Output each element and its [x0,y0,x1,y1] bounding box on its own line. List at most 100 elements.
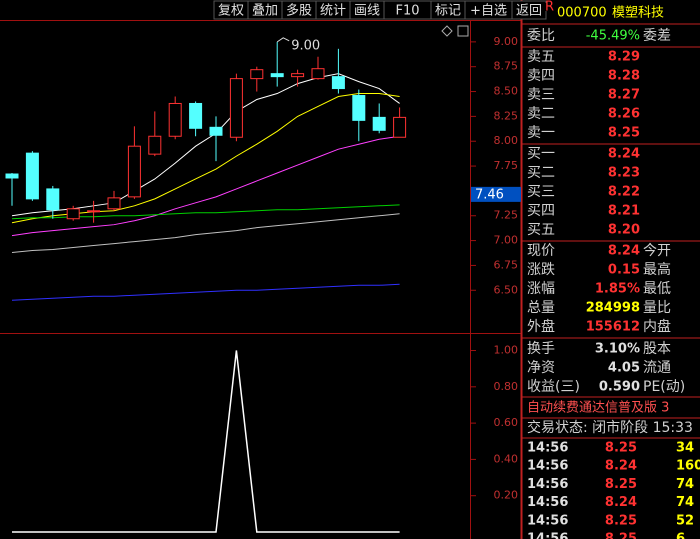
stats2-value: 3.10% [595,342,640,357]
toolbar-label[interactable]: 标记 [435,4,461,19]
stats-value: 155612 [586,320,640,335]
y-tick-label: 8.25 [494,109,519,122]
peak-label: 9.00 [291,38,320,53]
y-tick-label: 8.00 [494,134,519,147]
candle-body [372,116,386,131]
trade-price: 8.24 [605,495,637,510]
trade-price: 8.25 [605,513,637,528]
candle-body [331,76,345,90]
icon-diamond[interactable] [441,25,453,37]
notice: 自动续费通达信普及版 3 [527,401,669,416]
y-tick-label: 8.50 [494,85,519,98]
sell-value: 8.27 [608,88,640,103]
stats-label2: 内盘 [643,318,671,335]
sell-label: 卖一 [527,125,555,141]
y-tick-label: 7.00 [494,234,519,247]
y-tick-label: 6.50 [494,283,519,296]
sell-value: 8.29 [608,50,640,65]
buy-label: 买四 [527,203,555,219]
toolbar-label[interactable]: +自选 [470,4,507,19]
stats2-label2: 股本 [643,341,671,357]
moving-average [11,283,400,301]
buy-value: 8.20 [608,223,640,238]
ratio-label2: 委差 [643,28,671,44]
trade-price: 8.24 [605,459,637,474]
stats-value: 0.15 [608,263,640,278]
candle-body [189,102,203,129]
stats2-label2: PE(动) [643,379,685,395]
stats2-label: 收益(三) [527,379,580,395]
sell-label: 卖四 [527,68,555,84]
icon-box[interactable] [457,25,469,37]
ratio-value: -45.49% [586,29,640,44]
trade-volume: 74 [676,477,694,492]
marker: R [545,0,554,15]
sell-label: 卖三 [527,87,555,103]
peak-arrow [276,37,290,43]
candle-body [352,95,366,121]
price-tag [471,186,521,202]
stats2-value: 4.05 [608,361,640,376]
sell-value: 8.28 [608,69,640,84]
stock-name: 模塑科技 [612,6,664,21]
candle-body [311,68,325,80]
stats2-label: 净资 [527,360,555,376]
stats-value: 284998 [586,301,640,316]
trade-volume: 160 [676,459,700,474]
buy-value: 8.23 [608,166,640,181]
candle-body [209,126,223,136]
buy-value: 8.21 [608,204,640,219]
candle-body [148,135,162,155]
indicator-line [12,350,400,533]
stats-label2: 今开 [643,243,671,259]
trade-time: 14:56 [527,441,568,456]
stats-value: 8.24 [608,244,640,259]
toolbar-label[interactable]: 统计 [320,4,346,19]
candle-body [393,116,407,138]
toolbar-label[interactable]: 复权 [218,3,244,19]
toolbar-label[interactable]: 叠加 [252,4,278,19]
candle-body [250,69,264,80]
trade-time: 14:56 [527,477,568,492]
toolbar-label[interactable]: 多股 [286,3,312,19]
moving-average [11,213,400,254]
candle-body [25,152,39,200]
trade-time: 14:56 [527,495,568,510]
toolbar-label[interactable]: 画线 [354,4,380,19]
stats-label: 总量 [527,300,555,316]
y-tick-label: 7.25 [494,209,519,222]
marker-box [545,3,554,11]
candle-body [87,210,101,213]
trade-volume: 52 [676,513,694,528]
trade-time: 14:56 [527,513,568,528]
buy-value: 8.22 [608,185,640,200]
trade-volume: 74 [676,495,694,510]
y-tick-label: 6.75 [494,258,519,271]
toolbar-label[interactable]: F10 [395,4,419,19]
buy-value: 8.24 [608,147,640,162]
y-tick-label: 9.00 [494,35,519,48]
candle-body [127,145,141,198]
stats-label2: 量比 [643,300,671,316]
stock-code: 000700 [557,6,607,21]
trade-time: 14:56 [527,459,568,474]
stats2-label: 换手 [527,340,555,357]
y-tick-label: 8.75 [494,60,519,73]
candle-body [291,73,305,78]
buy-label: 买五 [527,222,555,238]
trade-time: 14:56 [527,532,568,539]
price-tag-label: 7.46 [475,187,504,202]
buy-label: 买一 [527,146,555,162]
trade-price: 8.25 [605,532,637,539]
moving-average [11,135,400,237]
sell-label: 卖五 [527,49,555,65]
y-tick-label: 7.75 [494,159,519,172]
stats-label2: 最高 [643,261,671,278]
y-tick-label: 0.60 [494,416,519,429]
ratio-label: 委比 [527,28,555,44]
y-tick-label: 0.80 [494,380,519,393]
candle-body [229,78,243,138]
stats2-label2: 流通 [643,360,671,376]
toolbar-label[interactable]: 返回 [516,4,542,19]
